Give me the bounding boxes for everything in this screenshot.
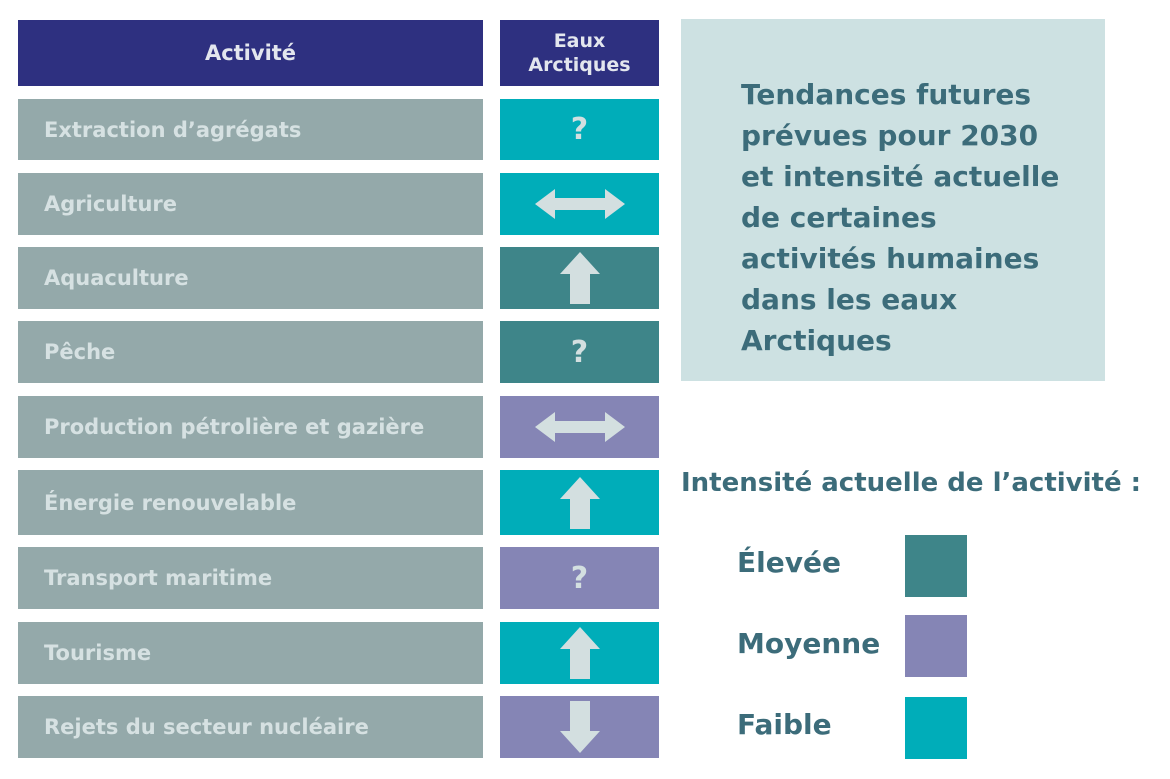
up-arrow-icon <box>559 627 600 679</box>
activity-header-label: Activité <box>204 41 297 65</box>
activity-label: Rejets du secteur nucléaire <box>44 715 369 739</box>
title: Tendances futures prévues pour 2030 et i… <box>741 78 1060 357</box>
activity-label: Pêche <box>44 340 116 364</box>
trend-cell-medium: ? <box>500 547 659 609</box>
trend-cell-low: ? <box>500 99 659 160</box>
trend-cell-medium <box>500 696 659 758</box>
region-header-label: Eaux Arctiques <box>528 30 631 76</box>
legend-label: Faible <box>737 708 832 741</box>
activity-label: Transport maritime <box>44 566 273 590</box>
legend-swatch-high <box>905 535 967 597</box>
trend-cell-low <box>500 622 659 684</box>
legend-label: Moyenne <box>737 627 881 660</box>
up-arrow-icon <box>559 252 600 304</box>
activity-row: Production pétrolière et gazière <box>18 396 483 458</box>
question-mark-icon: ? <box>570 560 589 596</box>
legend-swatch-medium <box>905 615 967 677</box>
activity-row: Tourisme <box>18 622 483 684</box>
activity-row: Agriculture <box>18 173 483 235</box>
trend-cell-low <box>500 470 659 535</box>
activity-label: Agriculture <box>44 192 178 216</box>
legend-label: Élevée <box>737 546 841 579</box>
stable-arrow-icon <box>534 189 625 219</box>
activity-row: Aquaculture <box>18 247 483 309</box>
activity-label: Aquaculture <box>44 266 189 290</box>
trend-cell-high: ? <box>500 321 659 383</box>
question-mark-icon: ? <box>570 112 589 147</box>
trend-cell-medium <box>500 396 659 458</box>
activity-label: Tourisme <box>44 641 152 665</box>
trend-cell-high <box>500 247 659 309</box>
trend-cell-low <box>500 173 659 235</box>
legend-swatch-low <box>905 697 967 759</box>
activity-row: Transport maritime <box>18 547 483 609</box>
activity-row: Pêche <box>18 321 483 383</box>
stable-arrow-icon <box>534 412 625 442</box>
region-header: Eaux Arctiques <box>500 20 659 86</box>
activity-row: Énergie renouvelable <box>18 470 483 535</box>
title-box: Tendances futures prévues pour 2030 et i… <box>681 19 1105 381</box>
activity-label: Énergie renouvelable <box>44 490 297 515</box>
legend-title: Intensité actuelle de l’activité : <box>681 468 1142 498</box>
activity-row: Rejets du secteur nucléaire <box>18 696 483 758</box>
down-arrow-icon <box>559 701 600 753</box>
question-mark-icon: ? <box>570 334 589 370</box>
activity-row: Extraction d’agrégats <box>18 99 483 160</box>
activity-label: Production pétrolière et gazière <box>44 415 425 439</box>
activity-label: Extraction d’agrégats <box>44 117 302 142</box>
up-arrow-icon <box>559 476 600 529</box>
activity-header: Activité <box>18 20 483 86</box>
